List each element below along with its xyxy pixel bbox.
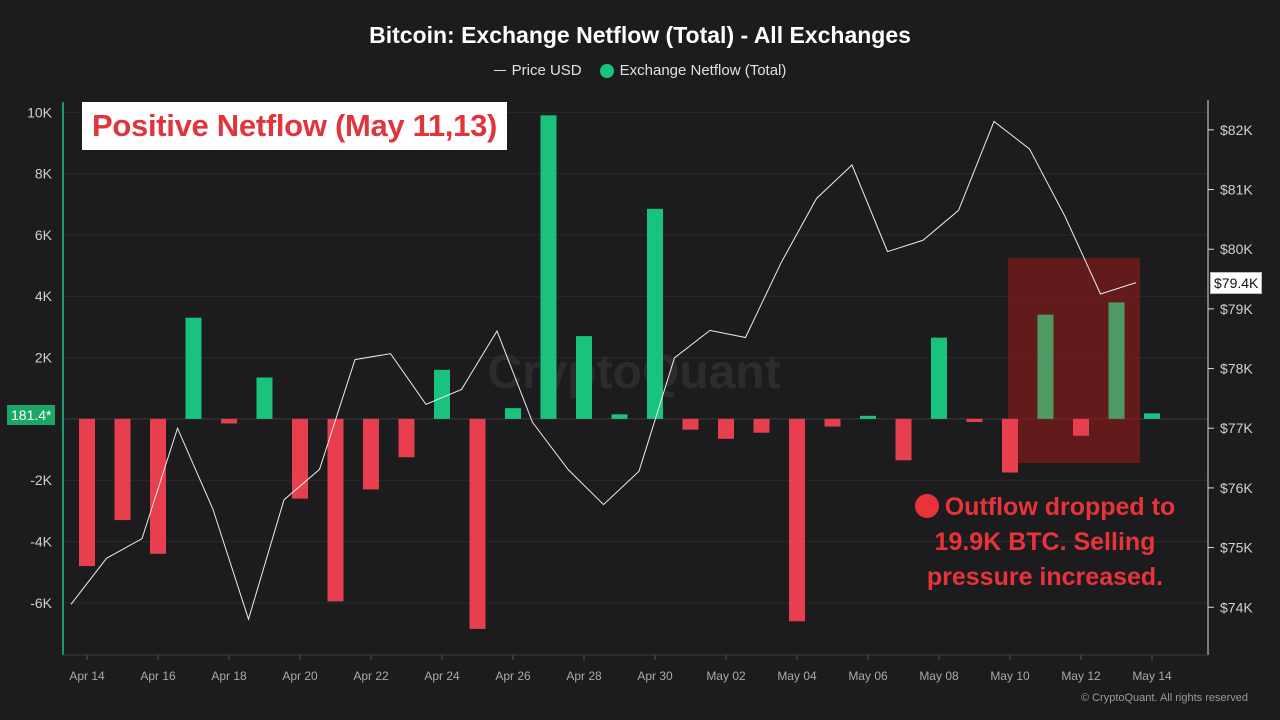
- netflow-bar: [256, 377, 273, 419]
- netflow-bar: [363, 418, 379, 490]
- y-left-tick-label: 4K: [35, 288, 53, 304]
- legend: Price USD Exchange Netflow (Total): [0, 62, 1280, 79]
- y-right-tick-label: $78K: [1220, 361, 1253, 377]
- netflow-bar: [185, 317, 202, 419]
- y-right-tick-label: $81K: [1220, 182, 1253, 198]
- netflow-bar: [966, 418, 983, 422]
- watermark: CryptoQuant: [487, 346, 780, 399]
- netflow-bar: [931, 337, 947, 419]
- positive-netflow-badge: Positive Netflow (May 11,13): [82, 102, 508, 150]
- netflow-bar: [1002, 418, 1018, 473]
- netflow-bar: [540, 115, 557, 419]
- netflow-bar: [718, 418, 734, 439]
- x-tick-label: May 06: [848, 669, 888, 683]
- y-left-tick-label: 10K: [27, 104, 53, 120]
- y-left-tick-label: 8K: [35, 166, 53, 182]
- legend-dot-icon: [599, 63, 614, 78]
- legend-label-netflow: Exchange Netflow (Total): [619, 62, 787, 79]
- netflow-bar: [576, 336, 592, 419]
- netflow-bar: [895, 418, 912, 461]
- legend-item-price[interactable]: Price USD: [493, 62, 582, 79]
- netflow-bar: [469, 418, 486, 629]
- netflow-bar: [824, 418, 841, 427]
- y-right-tick-label: $82K: [1220, 122, 1253, 138]
- y-left-tick-label: -4K: [30, 534, 52, 550]
- x-tick-label: Apr 22: [353, 669, 389, 683]
- netflow-bar: [789, 418, 805, 622]
- x-axis-labels: Apr 14 Apr 16 Apr 18 Apr 20 Apr 22 Apr 24 Apr …: [69, 655, 1172, 683]
- y-left-tick-label: 2K: [35, 350, 53, 366]
- legend-item-netflow[interactable]: Exchange Netflow (Total): [599, 62, 787, 79]
- y-right-tick-label: $80K: [1220, 241, 1253, 257]
- x-tick-label: May 10: [990, 669, 1030, 683]
- netflow-bar: [1108, 302, 1125, 419]
- x-tick-label: Apr 28: [566, 669, 602, 683]
- x-tick-label: Apr 30: [637, 669, 673, 683]
- x-tick-label: May 12: [1061, 669, 1101, 683]
- y-right-tick-label: $74K: [1220, 599, 1253, 615]
- red-dot-icon: [914, 494, 939, 518]
- cursor-value-label: 181.4*: [7, 405, 56, 425]
- y-left-axis-labels: -6K -4K -2K 2K 4K 6K 8K 10K: [27, 104, 53, 611]
- y-right-tick-label: $79K: [1220, 301, 1253, 317]
- y-left-tick-label: 6K: [35, 227, 53, 243]
- price-line: [70, 120, 1137, 621]
- netflow-bar: [434, 369, 450, 419]
- netflow-bar: [114, 418, 131, 521]
- netflow-bar: [753, 418, 770, 433]
- x-tick-label: May 04: [777, 669, 817, 683]
- netflow-bar: [79, 418, 95, 567]
- netflow-bar: [860, 415, 876, 419]
- netflow-bar: [150, 418, 166, 554]
- annotation-text: Outflow dropped to 19.9K BTC. Selling pr…: [926, 493, 1176, 591]
- netflow-bar: [682, 418, 699, 430]
- copyright-text: © CryptoQuant. All rights reserved: [1080, 692, 1248, 704]
- netflow-bar: [505, 408, 521, 419]
- x-tick-label: Apr 14: [69, 669, 105, 683]
- y-right-axis-labels: $74K $75K $76K $77K $78K $79K $80K $81K $82K: [1208, 122, 1253, 615]
- chart-title: Bitcoin: Exchange Netflow (Total) - All …: [369, 22, 911, 48]
- netflow-bars: [79, 115, 1160, 629]
- netflow-bar: [1037, 314, 1054, 419]
- legend-line-icon: [493, 70, 506, 71]
- x-tick-label: Apr 16: [140, 669, 176, 683]
- netflow-bar: [611, 414, 628, 419]
- x-tick-label: Apr 26: [495, 669, 531, 683]
- y-left-tick-label: -2K: [30, 472, 52, 488]
- x-tick-label: Apr 20: [282, 669, 318, 683]
- x-tick-label: May 02: [706, 669, 746, 683]
- x-tick-label: May 08: [919, 669, 959, 683]
- grid-lines: [63, 111, 1208, 604]
- y-right-tick-label: $76K: [1220, 480, 1253, 496]
- netflow-bar: [1144, 413, 1160, 419]
- y-left-tick-label: -6K: [30, 595, 52, 611]
- current-price-label: $79.4K: [1210, 272, 1263, 294]
- netflow-bar: [398, 418, 415, 458]
- netflow-bar: [647, 208, 663, 419]
- netflow-bar: [1073, 418, 1089, 436]
- y-right-tick-label: $75K: [1220, 540, 1253, 556]
- x-tick-label: Apr 18: [211, 669, 247, 683]
- outflow-annotation: Outflow dropped to 19.9K BTC. Selling pr…: [900, 490, 1190, 595]
- netflow-bar: [221, 418, 237, 424]
- netflow-bar: [292, 418, 308, 499]
- x-tick-label: Apr 24: [424, 669, 460, 683]
- y-right-tick-label: $77K: [1220, 420, 1253, 436]
- netflow-bar: [327, 418, 344, 602]
- legend-label-price: Price USD: [511, 62, 582, 79]
- x-tick-label: May 14: [1132, 669, 1172, 683]
